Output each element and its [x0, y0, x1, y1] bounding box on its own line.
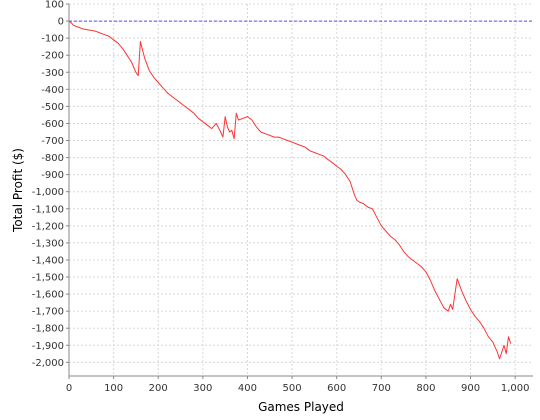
x-tick-label: 500	[283, 383, 302, 394]
y-axis-label: Total Profit ($)	[11, 148, 25, 233]
axis-layer	[66, 3, 533, 379]
y-tick-label: -1,400	[32, 255, 64, 266]
y-tick-label: -1,100	[32, 204, 64, 215]
y-tick-label: -2,000	[32, 358, 64, 369]
y-tick-label: 100	[45, 0, 64, 11]
x-tick-label: 400	[238, 383, 257, 394]
x-tick-label: 200	[149, 383, 168, 394]
x-tick-labels: 0 100 200 300 400 500 600 700 800 900 1,000	[66, 383, 530, 394]
y-tick-label: -1,200	[32, 221, 64, 232]
x-tick-label: 1,000	[501, 383, 530, 394]
x-tick-label: 800	[416, 383, 435, 394]
x-axis-label: Games Played	[258, 400, 344, 414]
y-tick-label: -500	[41, 102, 64, 113]
y-tick-label: -1,500	[32, 273, 64, 284]
grid-layer	[68, 3, 533, 376]
y-tick-label: -400	[41, 85, 64, 96]
y-tick-label: -900	[41, 170, 64, 181]
y-tick-label: -1,600	[32, 290, 64, 301]
y-tick-label: -700	[41, 136, 64, 147]
y-tick-label: -1,300	[32, 238, 64, 249]
y-tick-label: -200	[41, 51, 64, 62]
y-tick-label: -300	[41, 68, 64, 79]
y-tick-label: -800	[41, 153, 64, 164]
y-tick-label: -600	[41, 119, 64, 130]
series-layer	[68, 20, 512, 360]
y-tick-label: -1,000	[32, 187, 64, 198]
x-tick-label: 300	[193, 383, 212, 394]
x-tick-label: 600	[327, 383, 346, 394]
x-tick-label: 900	[461, 383, 480, 394]
y-tick-label: 0	[58, 17, 64, 28]
y-tick-label: -100	[41, 34, 64, 45]
plot-area	[69, 4, 533, 376]
profit-series-line	[68, 20, 512, 360]
y-tick-labels: 100 0 -100 -200 -300 -400 -500 -600 -700 -800 -900…	[32, 0, 64, 369]
x-tick-label: 100	[104, 383, 123, 394]
x-tick-label: 0	[66, 383, 72, 394]
y-tick-label: -1,700	[32, 307, 64, 318]
y-tick-label: -1,900	[32, 341, 64, 352]
y-tick-label: -1,800	[32, 324, 64, 335]
x-tick-label: 700	[372, 383, 391, 394]
